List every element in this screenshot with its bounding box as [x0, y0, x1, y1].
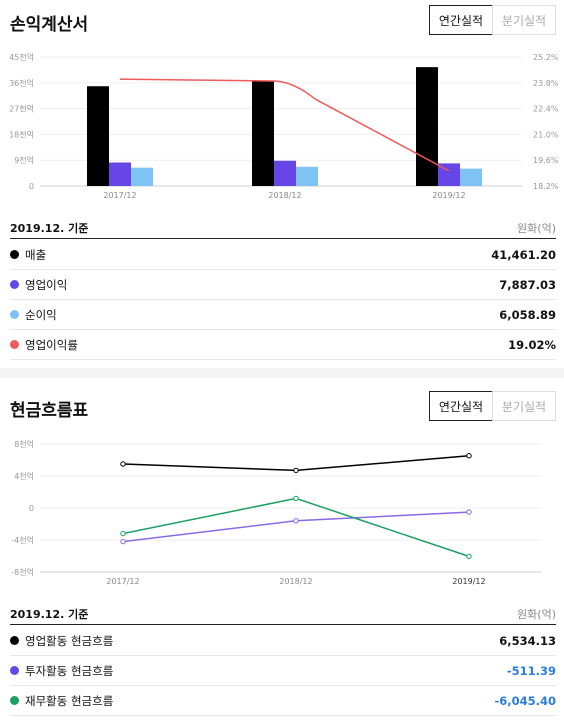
- cashflow-x-tick: 2019/12: [452, 577, 485, 586]
- income-x-tick: 2019/12: [432, 191, 465, 200]
- income-row-label-text: 영업이익: [25, 277, 68, 292]
- income-y-left-tick: 36천억: [9, 78, 34, 88]
- income-basis-row: 2019.12. 기준 원화(억): [10, 217, 556, 239]
- cashflow-row-label-text: 재무활동 현금흐름: [25, 693, 114, 708]
- income-row-value: 19.02%: [508, 337, 556, 352]
- income-bar-1: [252, 80, 274, 186]
- cashflow-row: 재무활동 현금흐름 -6,045.40: [10, 686, 556, 716]
- legend-dot-icon: [10, 340, 19, 349]
- income-statement-card: 손익계산서 연간실적 분기실적 0 9천억 18천억 27천억 36천억 45천억 18.2…: [0, 0, 564, 368]
- cashflow-statement-card: 현금흐름표 연간실적 분기실적 8천억 4천억 0 -4천억 -8천억 2017/12 20…: [0, 378, 564, 720]
- income-y-left-tick: 27천억: [9, 104, 34, 114]
- cashflow-basis-row: 2019.12. 기준 원화(억): [10, 603, 556, 625]
- cashflow-point-1: [293, 467, 299, 474]
- legend-dot-icon: [10, 250, 19, 259]
- legend-dot-icon: [10, 636, 19, 645]
- income-y-right-tick: 19.6%: [533, 156, 559, 165]
- cashflow-row-label-text: 영업활동 현금흐름: [25, 633, 114, 648]
- income-row-value: 41,461.20: [491, 247, 556, 262]
- income-bar-3: [296, 166, 318, 186]
- cashflow-y-tick: -8천억: [11, 567, 34, 577]
- income-bar-2: [438, 163, 460, 186]
- income-row: 순이익 6,058.89: [10, 300, 556, 330]
- income-row: 영업이익률 19.02%: [10, 330, 556, 360]
- income-row-label-text: 매출: [25, 247, 47, 262]
- cashflow-row-value: -511.39: [506, 663, 556, 678]
- cashflow-tab-annual[interactable]: 연간실적: [429, 391, 493, 421]
- cashflow-point-2: [120, 538, 126, 545]
- cashflow-row-label: 재무활동 현금흐름: [10, 693, 113, 709]
- income-row-label-text: 순이익: [25, 307, 57, 322]
- income-y-right-tick: 23.8%: [533, 79, 559, 88]
- legend-dot-icon: [10, 310, 19, 319]
- cashflow-row-value: -6,045.40: [494, 693, 556, 708]
- cashflow-row: 투자활동 현금흐름 -511.39: [10, 656, 556, 686]
- cashflow-y-tick: 8천억: [14, 439, 34, 449]
- income-y-right-tick: 21.0%: [533, 130, 559, 139]
- legend-dot-icon: [10, 696, 19, 705]
- income-row-value: 6,058.89: [499, 307, 556, 322]
- cashflow-x-tick: 2018/12: [279, 577, 312, 586]
- cashflow-title: 현금흐름표: [10, 401, 89, 421]
- cashflow-series-line-2: [122, 511, 470, 543]
- cashflow-tabs: 연간실적 분기실적: [429, 391, 556, 421]
- income-row-label: 매출: [10, 247, 46, 263]
- cashflow-y-tick: 4천억: [14, 471, 34, 481]
- income-bar-2: [109, 162, 131, 186]
- cashflow-basis: 2019.12. 기준: [10, 607, 89, 621]
- cashflow-row-label: 영업활동 현금흐름: [10, 633, 113, 649]
- cashflow-point-1: [466, 453, 472, 459]
- income-row-label: 순이익: [10, 307, 57, 323]
- income-row-label-text: 영업이익률: [25, 337, 78, 352]
- income-rows: 매출 41,461.20 영업이익 7,887.03 순이익 6,058.89 영업이익률 1…: [10, 240, 556, 360]
- income-x-tick: 2018/12: [268, 191, 301, 200]
- income-title: 손익계산서: [10, 15, 89, 35]
- income-y-left-tick: 9천억: [14, 155, 34, 165]
- income-basis: 2019.12. 기준: [10, 221, 89, 235]
- cashflow-point-2: [466, 509, 472, 515]
- income-row-value: 7,887.03: [499, 277, 556, 292]
- cashflow-point-2: [293, 518, 299, 524]
- cashflow-row-value: 6,534.13: [499, 633, 556, 648]
- cashflow-unit: 원화(억): [517, 607, 556, 621]
- income-bar-2: [274, 160, 296, 186]
- income-row: 매출 41,461.20: [10, 240, 556, 270]
- income-chart: 0 9천억 18천억 27천억 36천억 45천억 18.2% 19.6% 21.0% 22.4%…: [9, 52, 559, 200]
- income-tabs: 연간실적 분기실적: [429, 5, 556, 35]
- cashflow-point-1: [120, 461, 126, 467]
- legend-dot-icon: [10, 666, 19, 675]
- legend-dot-icon: [10, 280, 19, 289]
- cashflow-y-tick: 0: [29, 504, 34, 513]
- income-margin-line: [119, 78, 450, 172]
- income-unit: 원화(억): [517, 221, 556, 235]
- income-y-right-tick: 18.2%: [533, 182, 559, 191]
- income-y-left-tick: 0: [29, 182, 34, 191]
- income-y-right-tick: 22.4%: [533, 105, 559, 114]
- income-x-tick: 2017/12: [103, 191, 136, 200]
- cashflow-chart: 8천억 4천억 0 -4천억 -8천억 2017/12 2018/12 2019/12: [11, 439, 542, 586]
- cashflow-y-tick: -4천억: [11, 535, 34, 545]
- cashflow-tab-quarterly[interactable]: 분기실적: [492, 391, 556, 421]
- income-row: 영업이익 7,887.03: [10, 270, 556, 300]
- income-y-right-tick: 25.2%: [533, 53, 559, 62]
- cashflow-point-3: [120, 530, 126, 537]
- income-y-left-tick: 18천억: [9, 129, 34, 139]
- income-y-left-tick: 45천억: [9, 52, 34, 62]
- cashflow-row: 영업활동 현금흐름 6,534.13: [10, 626, 556, 656]
- income-tab-quarterly[interactable]: 분기실적: [492, 5, 556, 35]
- income-bar-3: [131, 167, 153, 186]
- cashflow-row-label: 투자활동 현금흐름: [10, 663, 113, 679]
- cashflow-series-line-3: [122, 497, 470, 558]
- income-row-label: 영업이익률: [10, 337, 78, 353]
- cashflow-x-tick: 2017/12: [106, 577, 139, 586]
- cashflow-point-3: [293, 495, 299, 502]
- cashflow-row-label-text: 투자활동 현금흐름: [25, 663, 114, 678]
- income-bar-1: [87, 86, 109, 186]
- income-bar-3: [460, 168, 482, 186]
- income-row-label: 영업이익: [10, 277, 67, 293]
- income-bar-1: [416, 67, 438, 186]
- cashflow-rows: 영업활동 현금흐름 6,534.13 투자활동 현금흐름 -511.39 재무활동 현금…: [10, 626, 556, 716]
- cashflow-point-3: [466, 553, 472, 560]
